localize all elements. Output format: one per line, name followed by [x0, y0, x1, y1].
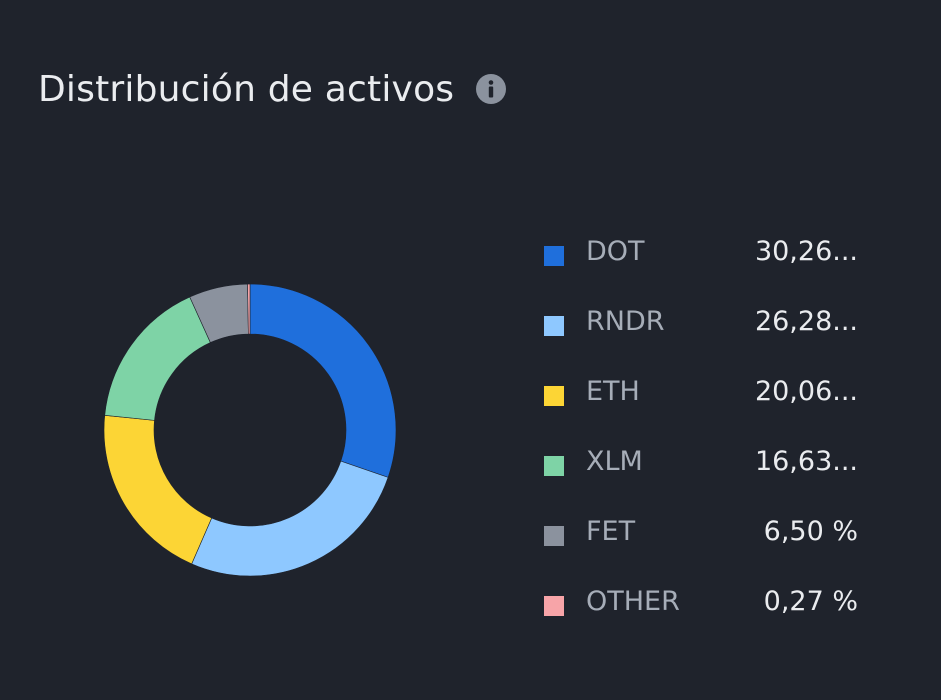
- legend-swatch: [544, 456, 564, 476]
- legend-label: FET: [586, 516, 636, 547]
- legend-label: ETH: [586, 376, 640, 407]
- legend-swatch: [544, 596, 564, 616]
- legend-swatch: [544, 526, 564, 546]
- legend-label: RNDR: [586, 306, 665, 337]
- info-icon[interactable]: [476, 74, 507, 104]
- legend-item-xlm: XLM 16,63...: [544, 432, 864, 502]
- legend-value: 0,27 %: [763, 586, 858, 617]
- legend-label: XLM: [586, 446, 643, 477]
- legend-value: 20,06...: [754, 376, 858, 407]
- legend-label: DOT: [586, 236, 645, 267]
- legend-item-rndr: RNDR 26,28...: [544, 292, 864, 362]
- donut-chart: [103, 283, 397, 577]
- legend-value: 26,28...: [754, 306, 858, 337]
- donut-slice-eth[interactable]: [103, 415, 213, 565]
- donut-slice-dot[interactable]: [249, 283, 397, 478]
- legend-item-dot: DOT 30,26...: [544, 222, 864, 292]
- donut-slice-other[interactable]: [247, 283, 251, 335]
- donut-slice-rndr[interactable]: [191, 460, 389, 577]
- card-title: Distribución de activos: [38, 68, 455, 110]
- legend-item-other: OTHER 0,27 %: [544, 572, 864, 642]
- donut-slice-xlm[interactable]: [104, 296, 211, 421]
- legend-swatch: [544, 316, 564, 336]
- legend-swatch: [544, 246, 564, 266]
- legend-swatch: [544, 386, 564, 406]
- legend-value: 30,26...: [754, 236, 858, 267]
- legend-value: 16,63...: [754, 446, 858, 477]
- card-header: Distribución de activos: [38, 62, 507, 116]
- chart-legend: DOT 30,26... RNDR 26,28... ETH 20,06... XLM 16,…: [544, 222, 864, 642]
- legend-item-fet: FET 6,50 %: [544, 502, 864, 572]
- legend-item-eth: ETH 20,06...: [544, 362, 864, 432]
- legend-value: 6,50 %: [763, 516, 858, 547]
- legend-label: OTHER: [586, 586, 680, 617]
